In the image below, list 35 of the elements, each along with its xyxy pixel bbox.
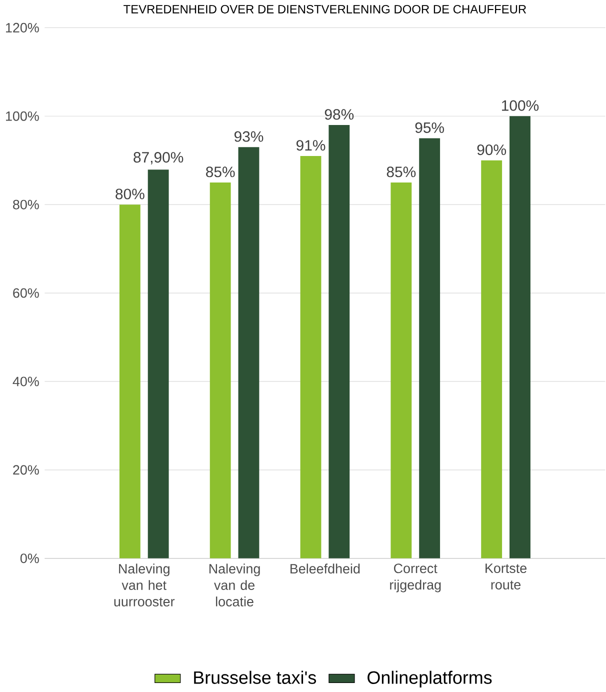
y-tick-label: 0%	[20, 554, 40, 564]
bar	[390, 182, 412, 558]
bar	[328, 124, 350, 558]
y-tick-label: 120%	[6, 22, 40, 32]
bar	[148, 170, 170, 558]
data-label: 93%	[234, 131, 264, 142]
data-label: 80%	[116, 188, 145, 200]
bar	[238, 147, 260, 558]
bar	[481, 160, 502, 558]
x-tick-label: Correct rijgedrag	[390, 564, 441, 592]
bar	[300, 156, 322, 558]
x-tick-label: Naleving van het uurrooster	[114, 564, 175, 606]
data-label: 95%	[416, 122, 444, 133]
data-label: 98%	[325, 109, 354, 120]
data-label: 85%	[387, 166, 416, 178]
data-label: 100%	[502, 100, 539, 111]
data-label: 85%	[206, 166, 236, 178]
bar	[510, 116, 531, 558]
chart-title: TEVREDENHEID OVER DE DIENSTVERLENING DOOR DE CHAUFFEUR	[124, 4, 526, 14]
legend-label: Brusselse taxi's	[194, 670, 316, 684]
y-tick-label: 20%	[13, 465, 40, 475]
y-tick-label: 60%	[13, 288, 40, 298]
y-tick-label: 100%	[6, 111, 40, 121]
bar	[120, 204, 141, 558]
x-tick-label: Kortste route	[486, 564, 527, 590]
bar	[210, 182, 232, 558]
bar	[419, 138, 440, 558]
y-tick-label: 40%	[13, 376, 40, 386]
data-label: 90%	[478, 144, 506, 156]
legend-label: Onlineplatforms	[368, 670, 492, 688]
x-tick-label: Naleving van de locatie	[210, 564, 260, 606]
x-tick-label: Beleefdheid	[290, 564, 360, 574]
y-tick-label: 80%	[13, 200, 40, 210]
data-label: 87,90%	[134, 152, 184, 164]
data-label: 91%	[296, 140, 326, 151]
